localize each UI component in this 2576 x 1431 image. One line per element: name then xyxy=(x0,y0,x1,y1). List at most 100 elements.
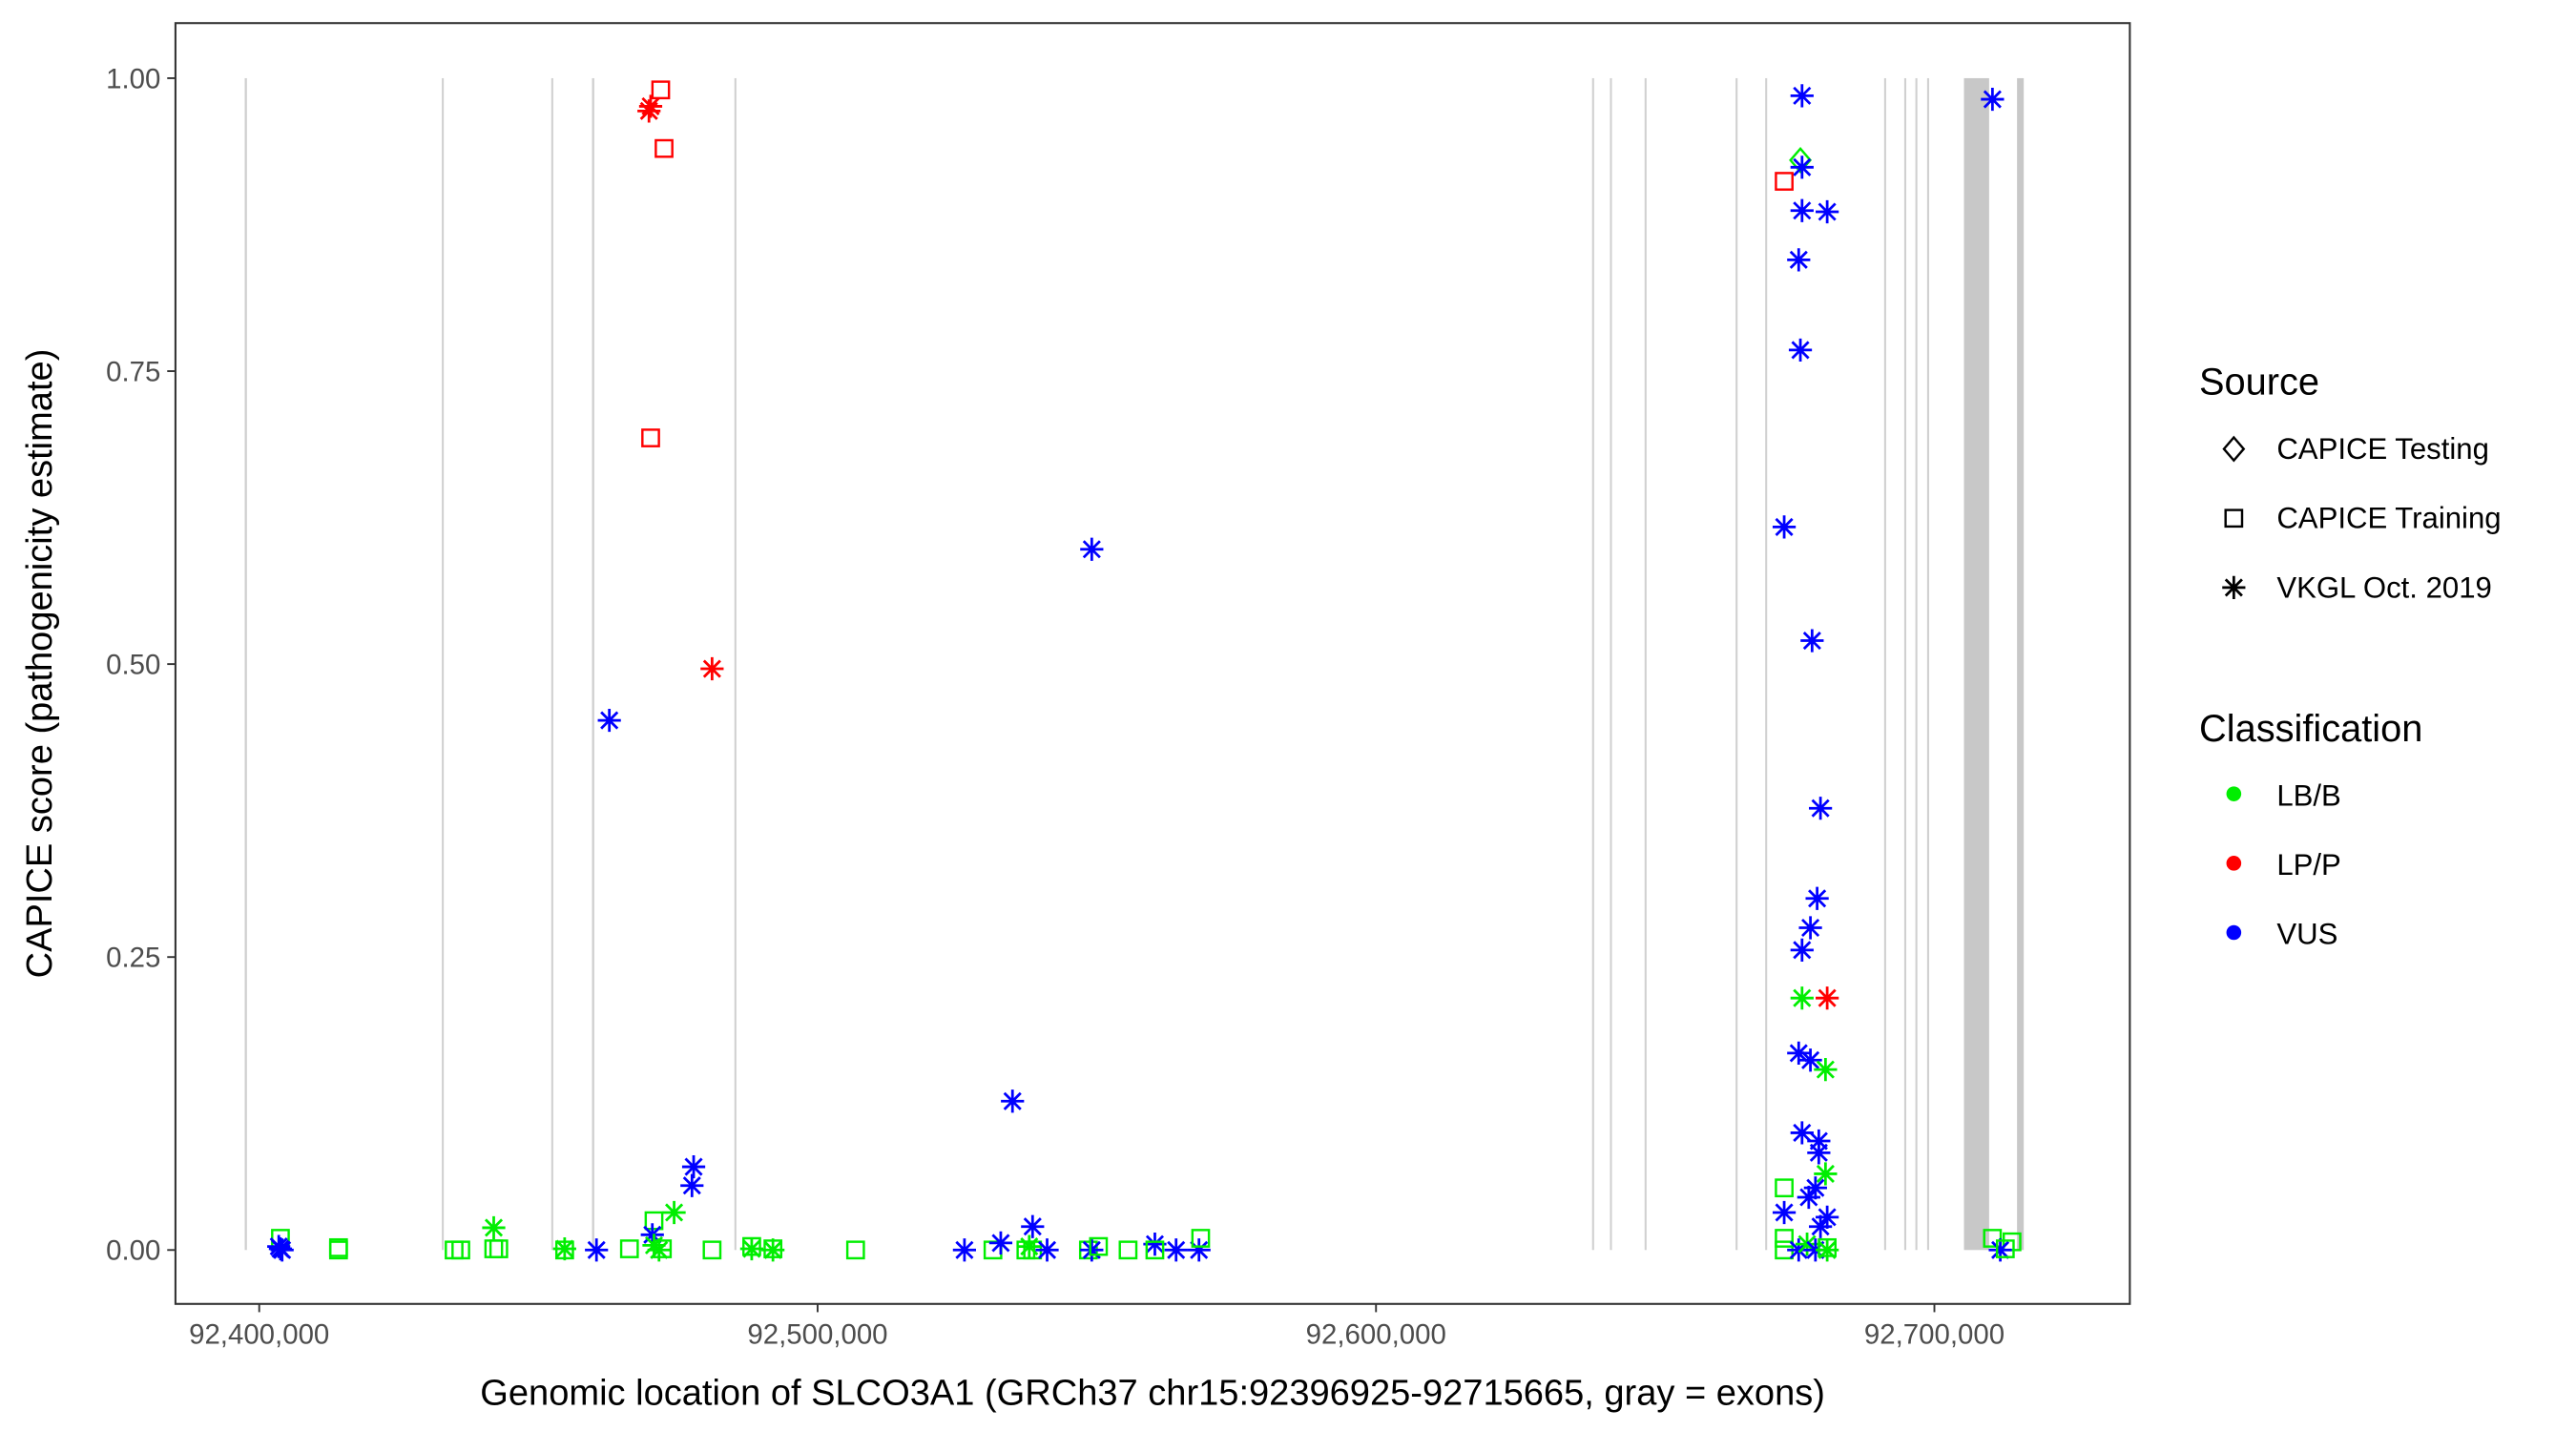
dot-marker xyxy=(2226,924,2242,941)
asterisk-marker xyxy=(482,1215,506,1240)
legend-label: LP/P xyxy=(2276,848,2340,881)
data-point xyxy=(1809,1214,1833,1238)
data-point xyxy=(1816,986,1839,1010)
data-point xyxy=(1788,338,1813,363)
data-point xyxy=(662,1200,686,1225)
data-point xyxy=(1798,1048,1822,1072)
square-marker xyxy=(1191,1229,1211,1248)
legend-label: VKGL Oct. 2019 xyxy=(2276,570,2492,604)
data-point xyxy=(1995,1239,2015,1258)
data-point xyxy=(1787,248,1811,272)
data-point xyxy=(482,1215,506,1240)
data-point xyxy=(952,1238,977,1262)
legend-label: CAPICE Testing xyxy=(2276,432,2489,466)
data-point xyxy=(1017,1234,1041,1258)
legend-key-asterisk xyxy=(2222,575,2246,600)
asterisk-marker xyxy=(1809,1214,1833,1238)
asterisk-marker xyxy=(1988,1238,2012,1262)
data-point xyxy=(1814,1058,1838,1082)
square-marker xyxy=(328,1240,348,1260)
diamond-marker xyxy=(2222,435,2246,463)
square-marker xyxy=(488,1239,509,1258)
data-point xyxy=(1790,986,1814,1010)
exon-band xyxy=(1915,77,1918,1251)
asterisk-marker xyxy=(1790,84,1814,108)
data-point xyxy=(1797,1185,1820,1210)
asterisk-marker xyxy=(1790,986,1814,1010)
y-tick-label: 0.75 xyxy=(106,356,160,387)
legend-key-dot xyxy=(2226,786,2242,801)
asterisk-marker xyxy=(638,94,663,118)
data-point xyxy=(488,1239,509,1258)
square-marker xyxy=(702,1240,722,1260)
x-axis-title: Genomic location of SLCO3A1 (GRCh37 chr1… xyxy=(480,1373,1825,1413)
legend-label: LB/B xyxy=(2276,778,2340,812)
asterisk-marker xyxy=(681,1154,706,1179)
square-marker xyxy=(1775,1229,1794,1248)
asterisk-marker xyxy=(1816,199,1839,224)
data-point xyxy=(638,94,663,118)
legend-key-diamond xyxy=(2222,435,2246,463)
asterisk-marker xyxy=(1800,629,1824,653)
square-marker xyxy=(644,1211,664,1231)
diamond-marker xyxy=(1789,146,1813,174)
data-point xyxy=(1145,1240,1165,1260)
data-point xyxy=(640,1223,664,1247)
asterisk-marker xyxy=(1798,1048,1822,1072)
asterisk-marker xyxy=(1164,1238,1188,1262)
legend-label: CAPICE Training xyxy=(2276,502,2501,535)
data-point xyxy=(1775,1229,1794,1248)
data-point xyxy=(1775,172,1794,191)
square-marker xyxy=(619,1239,639,1258)
asterisk-marker xyxy=(952,1238,977,1262)
asterisk-marker xyxy=(2222,575,2246,600)
asterisk-marker xyxy=(1805,886,1829,910)
square-marker xyxy=(1118,1240,1138,1260)
x-tick-label: 92,500,000 xyxy=(747,1318,887,1350)
data-point xyxy=(1021,1214,1045,1238)
asterisk-marker xyxy=(1814,1162,1838,1186)
data-point xyxy=(681,1154,706,1179)
data-point xyxy=(1818,1237,1837,1257)
exon-band xyxy=(1765,77,1768,1251)
data-point xyxy=(1080,537,1104,561)
data-point xyxy=(680,1173,704,1197)
square-marker xyxy=(1995,1239,2015,1258)
exon-band xyxy=(244,77,247,1251)
asterisk-marker xyxy=(642,1234,666,1257)
legend-key-dot xyxy=(2226,856,2242,871)
square-marker xyxy=(451,1240,470,1260)
x-axis: 92,400,000 92,500,000 92,600,000 92,700,000 xyxy=(189,1303,2005,1350)
y-tick-label: 0.00 xyxy=(106,1235,160,1267)
data-point xyxy=(597,708,621,733)
exon-band xyxy=(1735,77,1738,1251)
asterisk-marker xyxy=(662,1200,686,1225)
data-point xyxy=(2002,1232,2022,1252)
exon-band xyxy=(2017,77,2025,1251)
square-marker xyxy=(1983,1229,2003,1248)
data-point xyxy=(619,1239,639,1258)
y-tick-label: 1.00 xyxy=(106,63,160,94)
data-point xyxy=(1790,1121,1814,1145)
legend-classification-title: Classification xyxy=(2199,708,2422,750)
data-point xyxy=(654,138,674,158)
data-point xyxy=(1814,1162,1838,1186)
data-point xyxy=(1800,629,1824,653)
asterisk-marker xyxy=(1803,1176,1827,1200)
data-point xyxy=(642,1234,666,1257)
exon-band xyxy=(1883,77,1886,1251)
data-point xyxy=(702,1240,722,1260)
asterisk-marker xyxy=(700,656,724,681)
data-point xyxy=(1187,1238,1211,1262)
asterisk-marker xyxy=(1797,1185,1820,1210)
data-point xyxy=(1790,198,1814,222)
legend-source-title: Source xyxy=(2199,361,2319,403)
data-point xyxy=(1787,1041,1811,1066)
y-tick-label: 0.50 xyxy=(106,649,160,680)
asterisk-marker xyxy=(1790,1121,1814,1145)
asterisk-marker xyxy=(1816,986,1839,1010)
dot-marker xyxy=(2226,786,2242,801)
data-point xyxy=(988,1231,1013,1255)
exon-band xyxy=(592,77,594,1251)
